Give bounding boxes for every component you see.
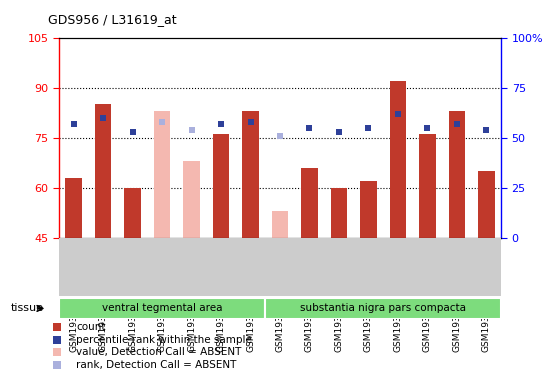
- Text: GDS956 / L31619_at: GDS956 / L31619_at: [48, 13, 176, 26]
- Bar: [124, 188, 141, 238]
- Text: value, Detection Call = ABSENT: value, Detection Call = ABSENT: [76, 347, 241, 357]
- Bar: [95, 104, 111, 238]
- Bar: [66, 178, 82, 238]
- Bar: [265, 298, 501, 319]
- Text: ventral tegmental area: ventral tegmental area: [102, 303, 222, 313]
- Bar: [184, 161, 199, 238]
- Text: count: count: [76, 322, 106, 332]
- Bar: [213, 135, 229, 238]
- Bar: [361, 181, 376, 238]
- Bar: [242, 111, 259, 238]
- Bar: [419, 135, 436, 238]
- Bar: [449, 111, 465, 238]
- Text: substantia nigra pars compacta: substantia nigra pars compacta: [300, 303, 466, 313]
- Text: tissue: tissue: [11, 303, 44, 313]
- Bar: [59, 298, 265, 319]
- Text: percentile rank within the sample: percentile rank within the sample: [76, 334, 252, 345]
- Bar: [331, 188, 347, 238]
- Bar: [301, 168, 318, 238]
- Bar: [272, 211, 288, 238]
- Bar: [478, 171, 494, 238]
- Bar: [390, 81, 406, 238]
- Bar: [154, 111, 170, 238]
- Text: rank, Detection Call = ABSENT: rank, Detection Call = ABSENT: [76, 360, 236, 370]
